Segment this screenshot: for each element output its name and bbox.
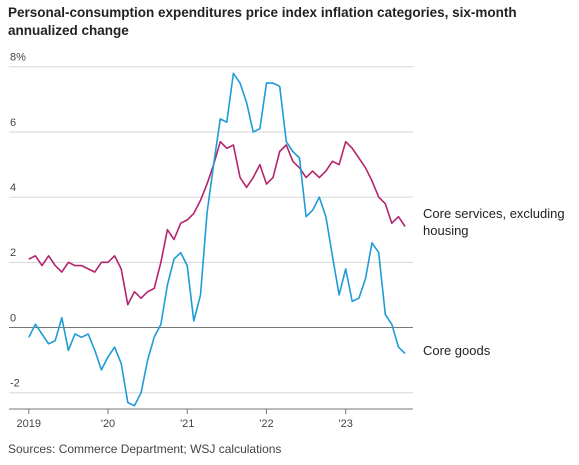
series-line <box>28 72 406 407</box>
series-line <box>28 140 406 306</box>
x-tick-label: '23 <box>338 418 352 430</box>
y-tick-label: 4 <box>10 182 16 194</box>
y-tick-label: 0 <box>10 312 16 324</box>
y-tick-label: 6 <box>10 117 16 129</box>
x-tick-label: '20 <box>101 418 115 430</box>
series-label: Core services, excluding housing <box>423 206 565 238</box>
chart-title: Personal-consumption expenditures price … <box>8 5 517 38</box>
series-label: Core goods <box>423 343 491 358</box>
x-tick-label: '21 <box>180 418 194 430</box>
y-tick-label: -2 <box>10 378 20 390</box>
x-tick-label: '22 <box>259 418 273 430</box>
source: Sources: Commerce Department; WSJ calcul… <box>8 442 282 456</box>
y-tick-label: 8% <box>10 52 26 64</box>
y-tick-label: 2 <box>10 247 16 259</box>
x-tick-label: 2019 <box>17 418 41 430</box>
